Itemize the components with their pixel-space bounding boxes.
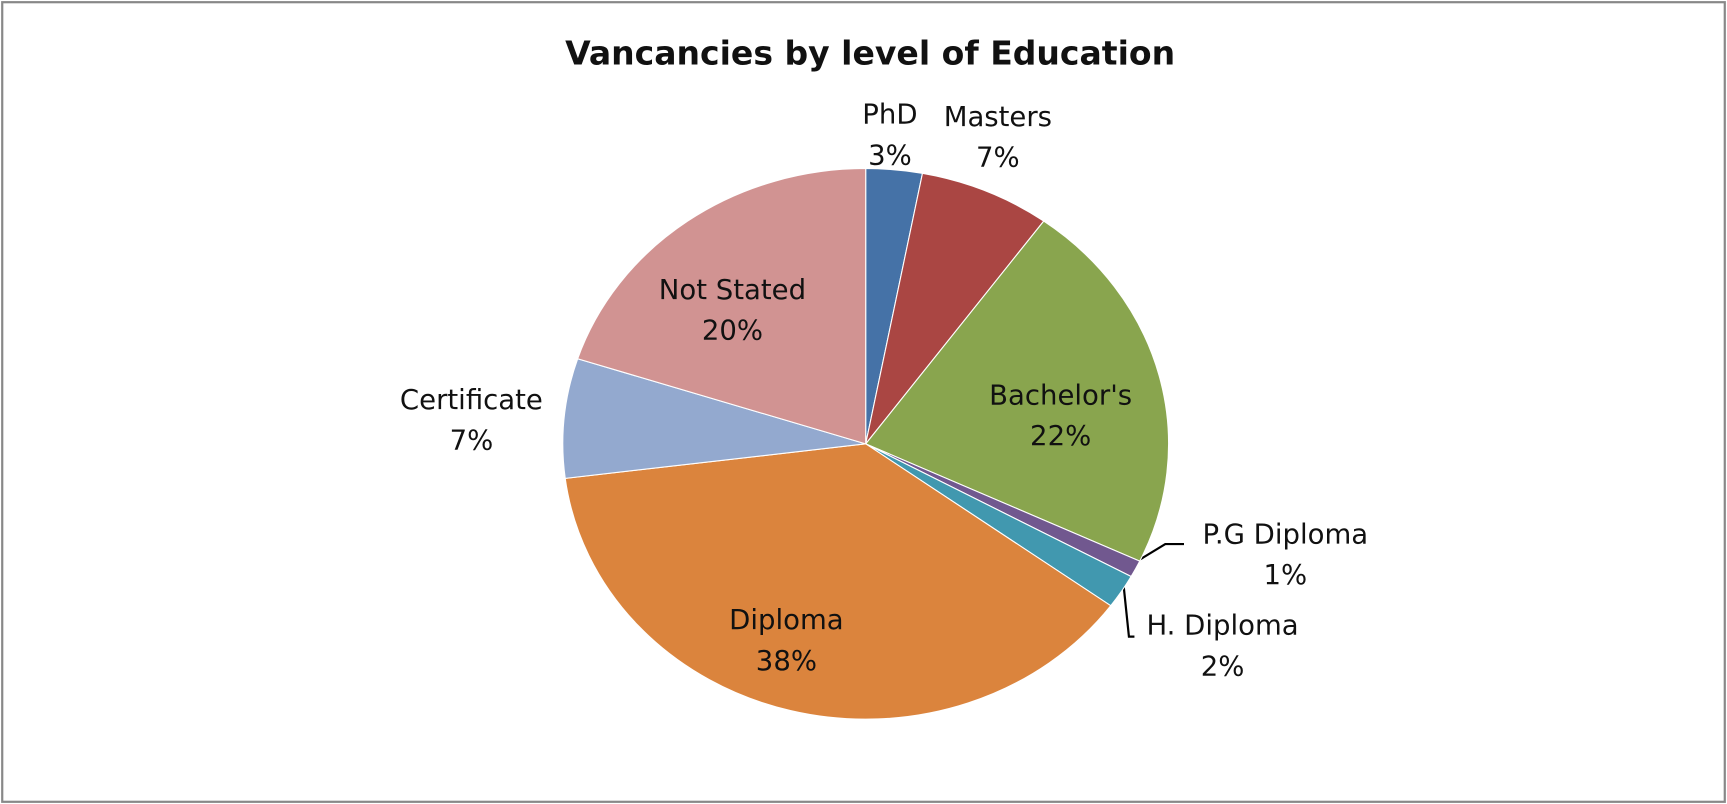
chart-title: Vancancies by level of Education bbox=[565, 34, 1175, 73]
leader-line bbox=[1122, 583, 1135, 638]
slice-value-label: 7% bbox=[450, 425, 494, 457]
slice-value-label: 1% bbox=[1263, 559, 1307, 591]
slice-label: Not Stated bbox=[659, 274, 806, 306]
slice-value-label: 38% bbox=[756, 645, 817, 677]
slice-value-label: 7% bbox=[976, 142, 1020, 174]
slice-label: PhD bbox=[862, 99, 917, 131]
slice-label: P.G Diploma bbox=[1203, 518, 1369, 550]
slice-label: Bachelor's bbox=[989, 379, 1132, 411]
slice-value-label: 22% bbox=[1030, 420, 1091, 452]
slice-value-label: 3% bbox=[868, 139, 912, 171]
leader-line bbox=[1139, 542, 1184, 561]
pie-slice bbox=[865, 172, 1045, 445]
pie-slice bbox=[562, 358, 866, 479]
slice-label: Diploma bbox=[729, 604, 843, 636]
slice-value-label: 20% bbox=[702, 315, 763, 347]
slice-label: H. Diploma bbox=[1146, 610, 1298, 642]
slice-label: Certificate bbox=[400, 384, 543, 416]
slice-label: Masters bbox=[944, 101, 1052, 133]
pie-slice bbox=[564, 443, 1112, 720]
pie-slice bbox=[576, 167, 867, 445]
slice-value-label: 2% bbox=[1201, 650, 1245, 682]
